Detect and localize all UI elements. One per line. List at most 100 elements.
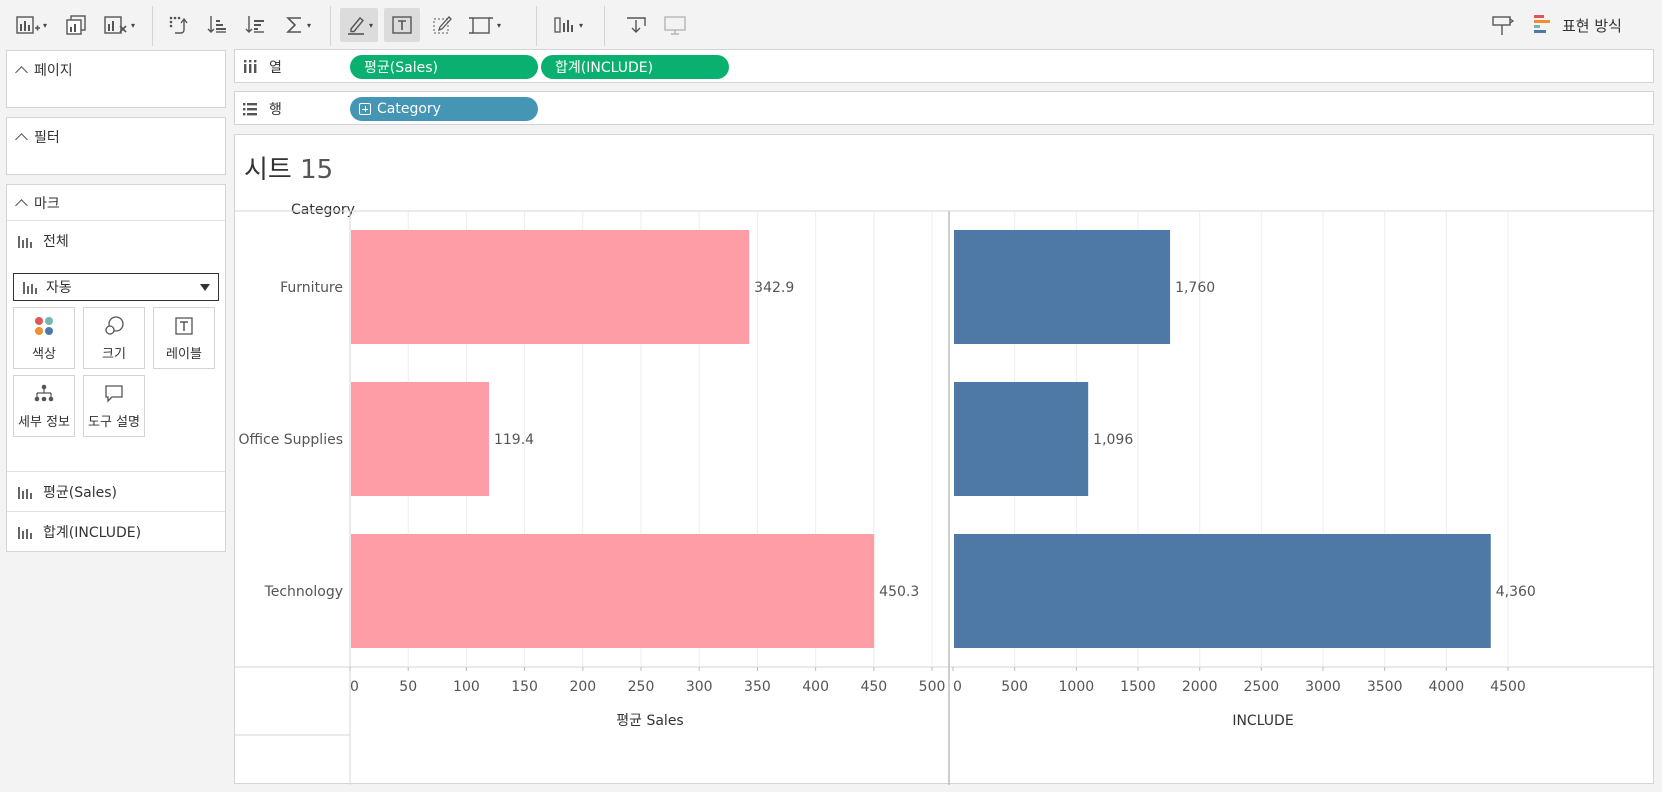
marks-all-label: 전체 (43, 233, 69, 250)
axis-tick-label: 1500 (1120, 679, 1156, 695)
rows-pill-category[interactable]: Category (350, 97, 538, 121)
color-icon (35, 316, 53, 335)
axis-tick-label: 2500 (1244, 679, 1280, 695)
detail-card[interactable]: 세부 정보 (13, 375, 75, 437)
size-icon (105, 315, 124, 335)
expand-icon[interactable] (359, 103, 371, 115)
sort-ascending-icon[interactable] (204, 8, 230, 42)
pin-icon[interactable] (1488, 8, 1518, 42)
sheet-title-number: 15 (300, 155, 334, 185)
category-label: Technology (264, 584, 343, 600)
download-icon[interactable] (622, 8, 650, 42)
columns-shelf-label: 열 (243, 57, 282, 77)
marks-title: 마크 (34, 195, 60, 212)
axis-tick-label: 2000 (1182, 679, 1218, 695)
bar (954, 534, 1491, 648)
category-label: Furniture (280, 280, 343, 296)
axis-title: 평균 Sales (616, 713, 683, 729)
axis-tick-label: 0 (953, 679, 962, 695)
columns-shelf[interactable]: 열 평균(Sales) 합계(INCLUDE) (234, 49, 1654, 83)
axis-tick-label: 100 (453, 679, 480, 695)
tooltip-card[interactable]: 도구 설명 (83, 375, 145, 437)
collapse-icon[interactable] (15, 198, 28, 212)
fix-axes-icon[interactable] (428, 8, 456, 42)
axis-tick-label: 300 (686, 679, 713, 695)
pages-title: 페이지 (34, 63, 73, 79)
show-cards-icon[interactable]: ▾ (548, 8, 588, 42)
presentation-mode-icon[interactable] (660, 8, 690, 42)
marks-measure-label: 합계(INCLUDE) (43, 524, 142, 541)
collapse-icon[interactable] (15, 66, 28, 79)
bar-chart-icon (17, 234, 33, 248)
label-card[interactable]: 레이블 (153, 307, 215, 369)
clear-sheet-icon[interactable]: ▾ (102, 8, 136, 42)
showme-label: 표현 방식 (1562, 16, 1622, 35)
bar (351, 230, 750, 344)
new-worksheet-icon[interactable]: ▾ (14, 8, 48, 42)
pill-label: 평균(Sales) (364, 60, 438, 76)
tooltip-card-label: 도구 설명 (88, 414, 140, 430)
columns-label: 열 (269, 60, 282, 76)
sheet-title: 시트 15 (244, 149, 333, 186)
bar-chart-icon (22, 280, 38, 294)
duplicate-sheet-icon[interactable] (62, 8, 90, 42)
collapse-icon[interactable] (15, 133, 28, 146)
sheet-title-text: 시트 (244, 155, 292, 185)
color-card-label: 색상 (32, 346, 56, 362)
bar-chart: Furniture Office Supplies Technology 342.9 1… (235, 210, 1655, 785)
detail-icon (34, 384, 54, 401)
axis-tick-label: 1000 (1059, 679, 1095, 695)
axis-tick-label: 3500 (1367, 679, 1403, 695)
axis-tick-label: 500 (919, 679, 946, 695)
toolbar: ▾ ▾ ▾ ▾ ▾ ▾ (0, 0, 1662, 50)
show-mark-labels-icon[interactable] (384, 8, 420, 42)
mark-type-dropdown[interactable]: 자동 (13, 273, 219, 301)
highlight-icon[interactable]: ▾ (340, 8, 378, 42)
filters-panel: 필터 (6, 117, 226, 175)
detail-card-label: 세부 정보 (18, 414, 70, 430)
pill-label: Category (377, 101, 441, 117)
columns-icon (244, 60, 257, 73)
pages-header[interactable]: 페이지 (7, 51, 225, 89)
marks-all-tab[interactable]: 전체 (7, 220, 225, 260)
marks-header[interactable]: 마크 (7, 185, 225, 220)
bar-value-label: 119.4 (494, 432, 534, 448)
sort-descending-icon[interactable] (242, 8, 268, 42)
axis-tick-label: 250 (628, 679, 655, 695)
mark-type-value: 자동 (46, 280, 72, 296)
size-card-label: 크기 (102, 346, 126, 362)
columns-pill-sum-include[interactable]: 합계(INCLUDE) (541, 55, 729, 79)
bar-value-label: 4,360 (1496, 584, 1536, 600)
axis-tick-label: 50 (399, 679, 417, 695)
rows-shelf[interactable]: 행 Category (234, 91, 1654, 125)
axis-title: INCLUDE (1232, 713, 1293, 729)
rows-label: 행 (269, 102, 282, 118)
bar-chart-icon (17, 485, 33, 499)
bar (954, 230, 1171, 344)
tooltip-icon (105, 384, 123, 403)
axis-tick-label: 450 (860, 679, 887, 695)
bar-value-label: 342.9 (754, 280, 794, 296)
axis-tick-label: 400 (802, 679, 829, 695)
marks-measure-label: 평균(Sales) (43, 484, 117, 501)
axis-tick-label: 0 (350, 679, 359, 695)
columns-pill-avg-sales[interactable]: 평균(Sales) (350, 55, 538, 79)
rows-icon (243, 103, 257, 116)
bar (351, 534, 875, 648)
filters-header[interactable]: 필터 (7, 118, 225, 156)
marks-measure-tab-0[interactable]: 평균(Sales) (7, 471, 225, 511)
axis-tick-label: 200 (569, 679, 596, 695)
bar-value-label: 1,760 (1175, 280, 1215, 296)
color-card[interactable]: 색상 (13, 307, 75, 369)
axis-tick-label: 500 (1001, 679, 1028, 695)
fit-icon[interactable]: ▾ (464, 8, 504, 42)
label-card-label: 레이블 (166, 346, 202, 362)
totals-icon[interactable]: ▾ (282, 8, 314, 42)
size-card[interactable]: 크기 (83, 307, 145, 369)
text-label-icon (175, 316, 193, 335)
chevron-down-icon (200, 284, 210, 291)
swap-axes-icon[interactable] (166, 8, 192, 42)
marks-panel: 마크 전체 자동 색상 크기 레이블 세부 정보 도구 설명 평균(Sales)… (6, 184, 226, 552)
showme-button[interactable]: 표현 방식 (1532, 12, 1622, 38)
marks-measure-tab-1[interactable]: 합계(INCLUDE) (7, 511, 225, 551)
